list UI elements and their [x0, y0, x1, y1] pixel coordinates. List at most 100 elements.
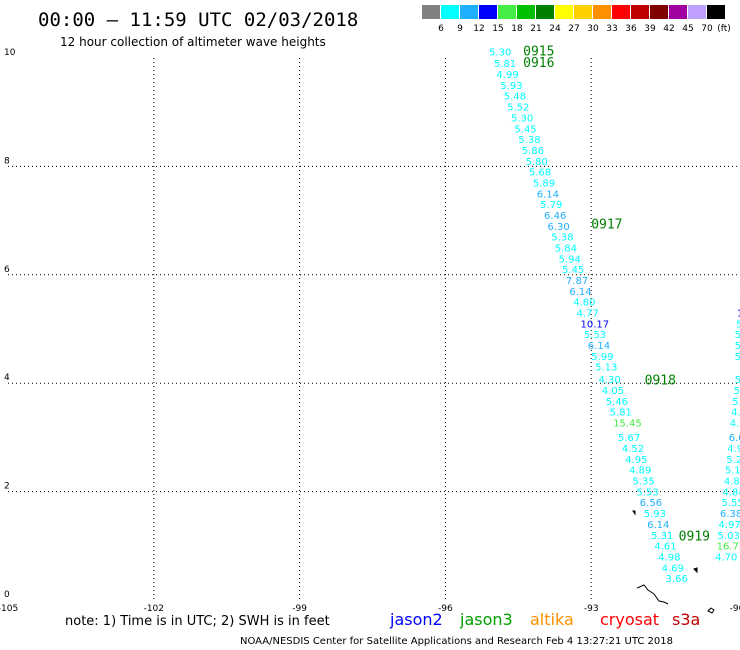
note-text: note: 1) Time is in UTC; 2) SWH is in fe…	[65, 614, 330, 629]
wave-height-value: 5.89	[533, 178, 555, 189]
wave-height-value: 5.30	[489, 47, 511, 58]
wave-height-value: 4.95	[625, 455, 647, 466]
wave-height-value: 4.99	[496, 70, 518, 81]
wave-height-value: 4.70	[715, 552, 737, 563]
legend-label: 36	[625, 24, 637, 34]
lon-tick-label: -102	[144, 604, 164, 614]
wave-height-value: 4.6	[730, 419, 740, 430]
color-scale-legend: 6 9 12 15 18 21 24 27 30 33 36 39 42 45 70 (ft)	[422, 5, 731, 34]
wave-height-value: 5.48	[504, 92, 526, 103]
legend-swatch-12	[479, 5, 497, 19]
wave-height-value: 5.80	[526, 157, 548, 168]
wave-height-value: 4.9	[727, 444, 740, 455]
wave-height-value: 6.14	[647, 520, 669, 531]
legend-swatch-45	[688, 5, 706, 19]
wave-height-value: 5.79	[540, 200, 562, 211]
lon-tick-label: -105	[0, 604, 18, 614]
wave-height-value: 5.81	[494, 59, 516, 70]
pass-time-label: 0917	[591, 218, 622, 233]
wave-height-value: 6.0	[729, 433, 740, 444]
wave-height-value: 6.38	[720, 509, 740, 520]
wave-height-value: 4.05	[602, 386, 624, 397]
page-subtitle: 12 hour collection of altimeter wave hei…	[60, 35, 326, 49]
lon-tick-label: -93	[584, 604, 599, 614]
lat-tick-label: 0	[4, 590, 10, 600]
wave-height-value: 5.55	[721, 498, 740, 509]
legend-swatch-70	[707, 5, 725, 19]
lon-tick-label: -96	[438, 604, 453, 614]
legend-label: 18	[511, 24, 523, 34]
wave-height-value: 4.2	[731, 408, 740, 419]
lat-tick-label: 10	[4, 48, 16, 58]
wave-height-value: 5.93	[644, 509, 666, 520]
wave-height-value: 5.86	[522, 146, 544, 157]
wave-height-value: 6.14	[569, 287, 591, 298]
legend-label: 9	[457, 24, 463, 34]
wave-height-value: 7.87	[566, 276, 588, 287]
wave-height-value: 6.56	[640, 498, 662, 509]
wave-height-value: 5.1	[725, 466, 740, 477]
wave-height-value: 11	[737, 309, 740, 320]
legend-label: 12	[473, 24, 484, 34]
legend-swatch-24	[555, 5, 573, 19]
legend-label: 39	[644, 24, 656, 34]
wave-height-value: 5.	[735, 330, 740, 341]
legend-label: 33	[606, 24, 617, 34]
wave-height-value: 4.52	[622, 444, 644, 455]
wave-height-value: 6.46	[544, 211, 566, 222]
legend-label: 21	[530, 24, 541, 34]
wave-height-value: 5.31	[651, 531, 673, 542]
wave-height-value: 5.45	[514, 124, 536, 135]
legend-label: 42	[663, 24, 674, 34]
pass-time-label: 0918	[645, 373, 676, 388]
wave-height-value: 5.	[735, 352, 740, 363]
legend-label: 15	[492, 24, 503, 34]
wave-height-value: 5.45	[562, 265, 584, 276]
wave-height-value: 4.69	[662, 563, 684, 574]
legend-swatch-36	[631, 5, 649, 19]
wave-height-value: 4.61	[654, 542, 676, 553]
lat-tick-label: 2	[4, 482, 10, 492]
legend-swatch-9	[460, 5, 478, 19]
legend-swatch-21	[536, 5, 554, 19]
wave-height-value: 10.17	[581, 319, 610, 330]
wave-height-value: 6.14	[537, 189, 559, 200]
legend-swatch-15	[498, 5, 516, 19]
legend-swatch-18	[517, 5, 535, 19]
legend-label: 27	[568, 24, 579, 34]
wave-height-value: 5.53	[584, 330, 606, 341]
wave-height-value: 5.35	[633, 477, 655, 488]
legend-swatch-30	[593, 5, 611, 19]
pass-time-label: 0915	[523, 44, 554, 59]
satellite-jason3: jason3	[459, 610, 513, 629]
legend-swatch-39	[650, 5, 668, 19]
page-title: 00:00 – 11:59 UTC 02/03/2018	[38, 9, 358, 31]
legend-label: 6	[438, 24, 444, 34]
satellite-jason2: jason2	[389, 610, 443, 629]
wave-height-value: 5.84	[555, 243, 577, 254]
lat-tick-label: 4	[4, 373, 10, 383]
wave-height-value: 4.97	[719, 520, 740, 531]
wave-height-value: 5.68	[529, 168, 551, 179]
satellite-cryosat: cryosat	[600, 610, 659, 629]
legend-swatch-3	[422, 5, 440, 19]
wave-height-value: 4.86	[724, 477, 740, 488]
wave-height-value: 5.2	[726, 455, 740, 466]
wave-height-value: 5.99	[591, 352, 613, 363]
wave-height-value: 6.14	[588, 341, 610, 352]
island-outline	[707, 607, 715, 614]
lon-tick-label: -99	[292, 604, 307, 614]
wave-height-value: 5.30	[511, 113, 533, 124]
lon-tick-label: -90	[730, 604, 740, 614]
wave-height-value: 5	[736, 319, 740, 330]
wave-height-value: 5.93	[500, 81, 522, 92]
altimeter-tracks: 5.305.814.995.935.485.525.305.455.385.86…	[489, 47, 740, 585]
legend-swatch-6	[441, 5, 459, 19]
wave-height-value: 5.	[735, 341, 740, 352]
wave-height-value: 5.	[735, 375, 740, 386]
wave-height-value: 6.30	[547, 222, 569, 233]
island-outline	[693, 567, 698, 574]
wave-height-value: 4.84	[722, 487, 740, 498]
wave-height-value: 16.73	[717, 542, 740, 553]
